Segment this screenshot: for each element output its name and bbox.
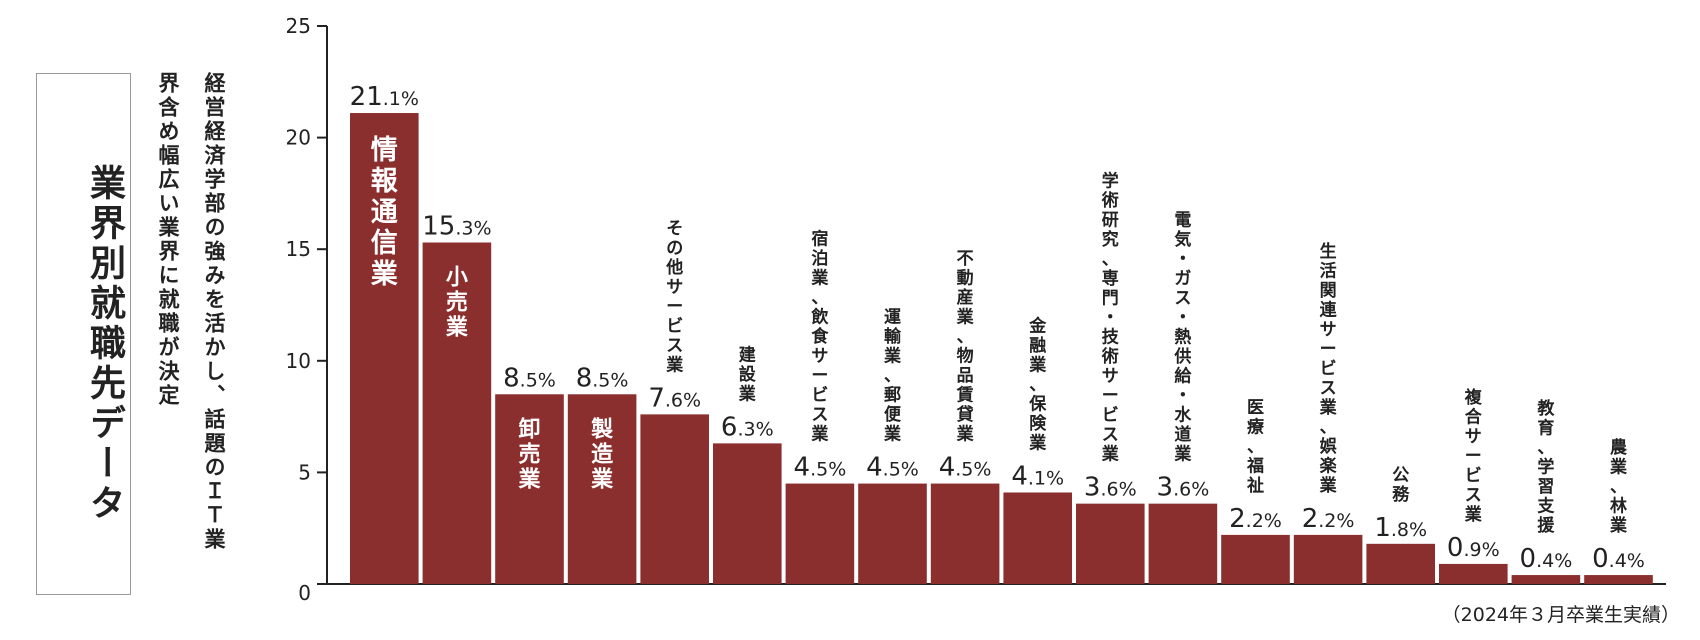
bar — [1221, 534, 1290, 584]
value-label: 3.6% — [1157, 473, 1210, 503]
value-label: 4.5% — [794, 453, 847, 483]
value-label: 0.4% — [1592, 544, 1645, 574]
bar — [350, 113, 419, 584]
y-tick-label: 5 — [298, 460, 311, 484]
y-tick-label: 20 — [286, 126, 311, 150]
subtitle-line-2: 界含め幅広い業界に就職が決定 — [156, 72, 180, 408]
y-tick-label: 0 — [298, 581, 311, 605]
category-label: 建設業 — [739, 344, 757, 404]
value-label: 2.2% — [1229, 504, 1282, 534]
category-label: 生活関連サービス業、娯楽業 — [1320, 241, 1338, 496]
bar — [640, 414, 709, 584]
bar — [567, 394, 637, 584]
bar — [1293, 534, 1363, 584]
value-label: 0.9% — [1447, 533, 1500, 563]
value-label: 4.5% — [939, 453, 992, 483]
value-label: 2.2% — [1302, 504, 1355, 534]
category-label: 宿泊業、飲食サービス業 — [810, 229, 829, 445]
bar — [930, 483, 1000, 584]
category-label: 情報通信業 — [371, 135, 399, 290]
value-label: 8.5% — [503, 363, 556, 393]
value-label: 0.4% — [1520, 544, 1573, 574]
bar — [1148, 503, 1218, 584]
category-label: 小売業 — [446, 266, 469, 341]
category-label: その他サービス業 — [665, 219, 683, 376]
category-label: 製造業 — [590, 416, 614, 492]
category-label: 医療、福祉 — [1246, 398, 1265, 496]
bar — [1003, 492, 1072, 584]
value-label: 4.1% — [1011, 461, 1064, 491]
value-label: 6.3% — [721, 412, 774, 442]
subtitle-line-1: 経営経済学部の強みを活かし、話題のＩＴ業 — [202, 72, 226, 552]
footnote: （2024年３月卒業生実績） — [1441, 604, 1680, 626]
value-label: 15.3% — [422, 212, 491, 242]
value-label: 4.5% — [866, 453, 919, 483]
bar — [1076, 503, 1145, 584]
category-label: 学術研究、専門・技術サービス業 — [1101, 171, 1120, 465]
category-label: 教育、学習支援 — [1536, 398, 1555, 536]
category-label: 金融業、保険業 — [1028, 315, 1047, 453]
value-label: 21.1% — [350, 82, 419, 112]
category-label: 公務 — [1392, 465, 1410, 505]
value-label: 8.5% — [576, 363, 629, 393]
y-tick-label: 25 — [286, 14, 311, 38]
bar — [1584, 575, 1653, 584]
bar — [422, 242, 492, 584]
bar — [1366, 543, 1435, 584]
category-label: 農業、林業 — [1610, 437, 1627, 536]
category-label: 複合サービス業 — [1464, 387, 1483, 525]
value-label: 7.6% — [648, 383, 701, 413]
category-label: 卸売業 — [518, 416, 541, 492]
bar — [495, 394, 564, 584]
category-label: 不動産業、物品賃貸業 — [956, 249, 974, 445]
page-title: 業界別就職先データ — [84, 164, 125, 524]
y-tick-label: 10 — [286, 349, 311, 373]
value-label: 3.6% — [1084, 473, 1137, 503]
bar — [858, 483, 927, 584]
category-label: 運輸業、郵便業 — [884, 308, 902, 445]
y-tick-label: 15 — [286, 237, 311, 261]
bar — [1511, 575, 1581, 584]
value-label: 1.8% — [1374, 513, 1427, 543]
bar — [785, 483, 855, 584]
category-label: 電気・ガス・熱供給・水道業 — [1173, 211, 1192, 465]
title-box: 業界別就職先データ — [36, 73, 131, 595]
bar — [713, 443, 782, 584]
bar — [1439, 563, 1508, 584]
